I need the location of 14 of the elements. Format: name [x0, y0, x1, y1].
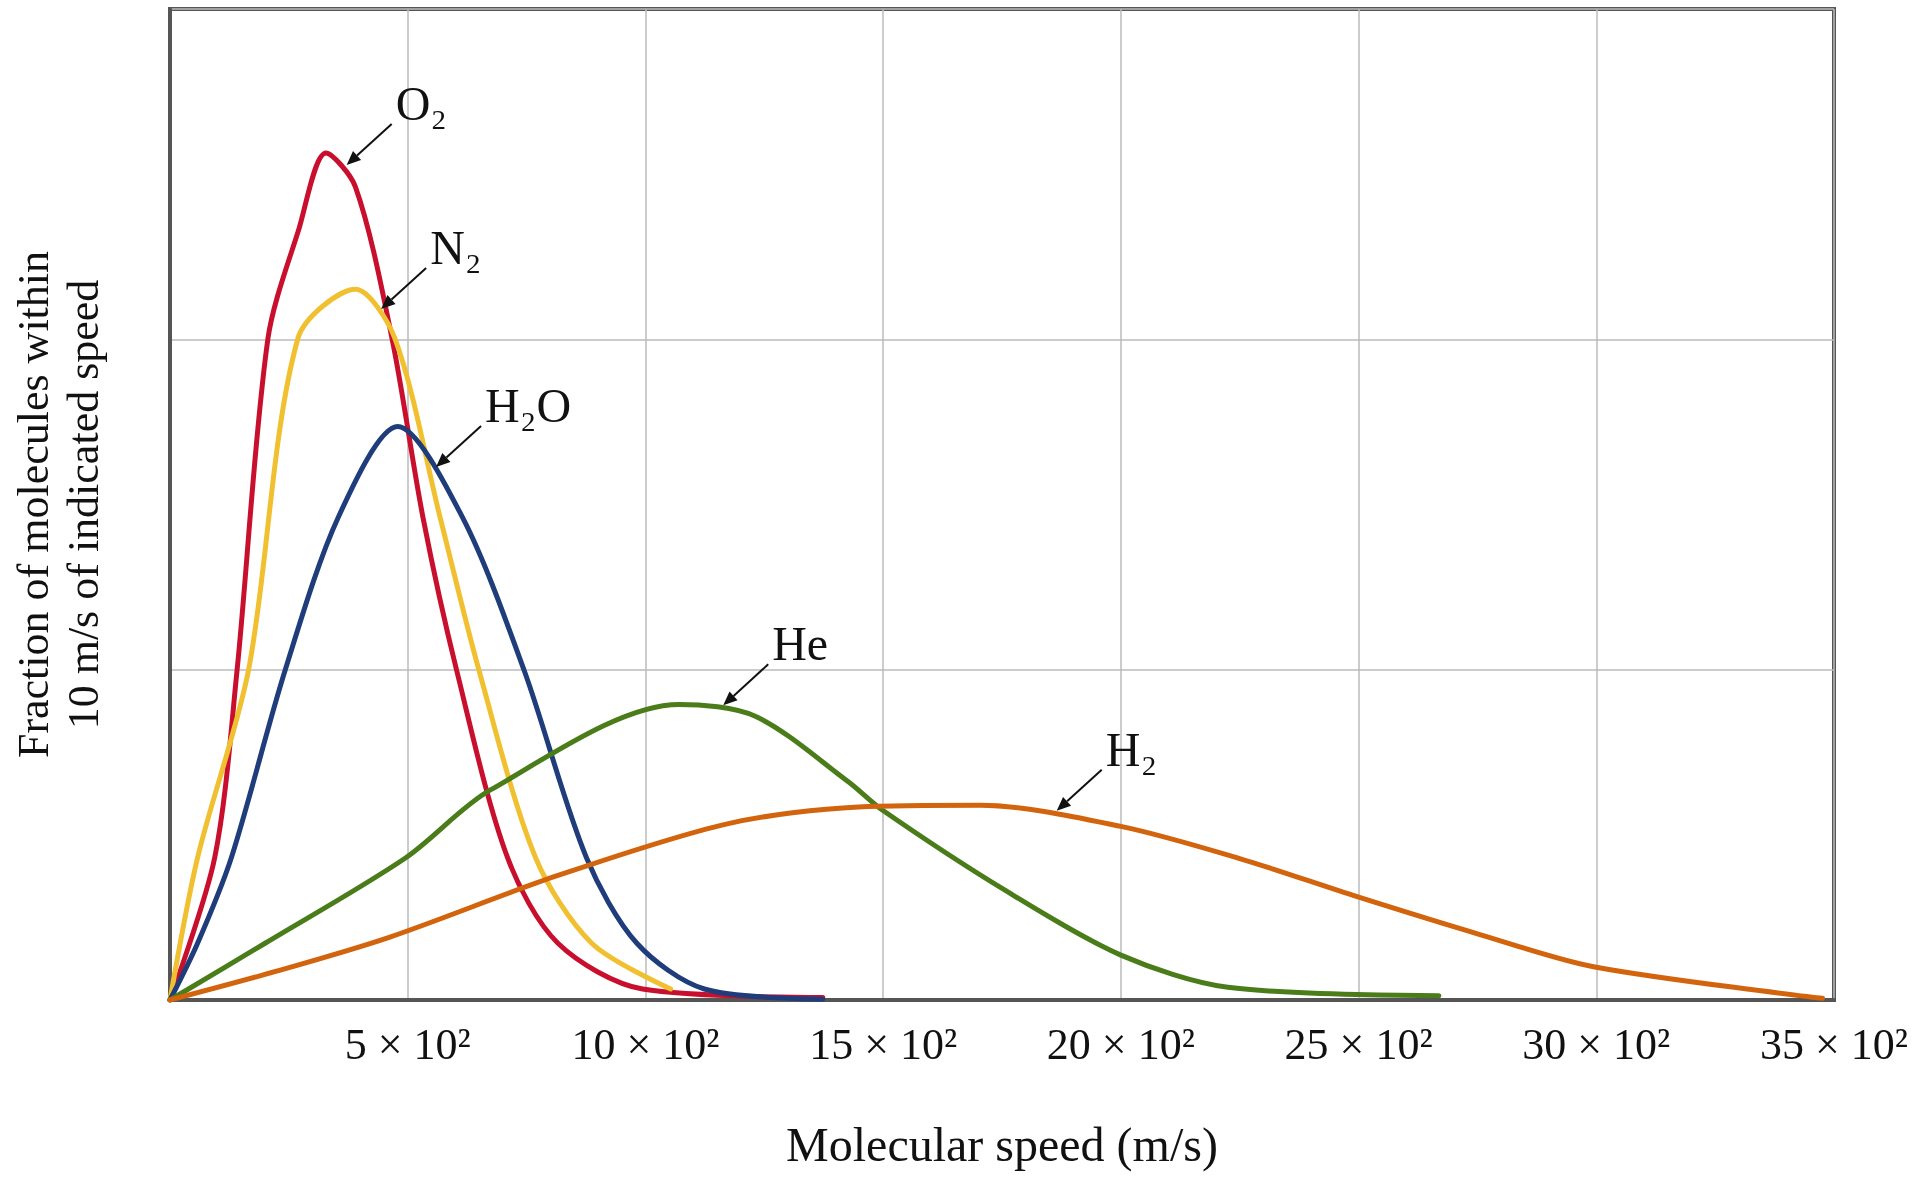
y-axis-title: Fraction of molecules within 10 m/s of indicated speed: [8, 250, 108, 759]
x-tick-label: 5 × 10²: [344, 1019, 471, 1069]
series-label: H₂O: [485, 378, 572, 432]
x-axis-title: Molecular speed (m/s): [786, 1117, 1218, 1172]
x-tick-label: 25 × 10²: [1284, 1019, 1433, 1069]
x-tick-label: 15 × 10²: [809, 1019, 958, 1069]
x-tick-label: 20 × 10²: [1046, 1019, 1195, 1069]
series-label: H₂: [1105, 722, 1158, 776]
series-label: He: [772, 617, 829, 671]
x-tick-label: 30 × 10²: [1522, 1019, 1671, 1069]
series-label: N₂: [430, 220, 482, 274]
series-label: O₂: [395, 76, 448, 130]
x-tick-label: 10 × 10²: [571, 1019, 720, 1069]
x-tick-label: 35 × 10²: [1759, 1019, 1909, 1069]
